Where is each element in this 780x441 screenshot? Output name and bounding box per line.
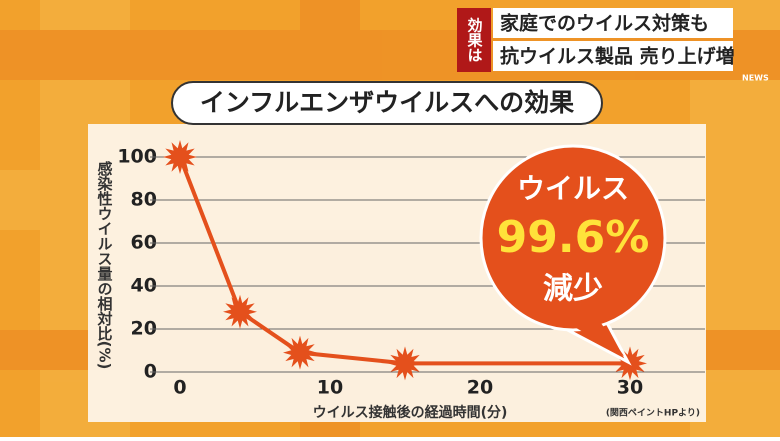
- callout: ウイルス 99.6% 減少: [479, 144, 667, 366]
- logo: NEWS: [742, 74, 769, 83]
- y-tick-label: 60: [131, 232, 157, 254]
- source: (関西ペイントHPより): [606, 408, 700, 419]
- headline-box: [493, 8, 733, 38]
- chart-title: インフルエンザウイルスへの効果: [200, 88, 574, 117]
- headline: 抗ウイルス製品 売り上げ増: [500, 45, 735, 68]
- point: [388, 346, 422, 381]
- x-tick-label: 0: [173, 377, 186, 399]
- title-pill: [171, 81, 603, 125]
- y-tick-label: 80: [131, 189, 157, 211]
- y-tick-label: 100: [117, 146, 157, 168]
- y-tick-label: 20: [131, 318, 157, 340]
- point: [163, 140, 197, 174]
- point: [283, 335, 317, 370]
- x-tick-label: 30: [617, 377, 643, 399]
- point: [223, 294, 257, 329]
- x-tick-label: 10: [317, 377, 343, 399]
- headline-box: [493, 41, 733, 71]
- badge: 効果は: [466, 17, 484, 63]
- annotation: 減少: [543, 272, 603, 307]
- x-tick-label: 20: [467, 377, 493, 399]
- annotation: ウイルス: [517, 172, 629, 205]
- y-axis-label: 感染性ウイルス量の相対比(%): [96, 160, 114, 370]
- annotation: 99.6%: [497, 212, 650, 263]
- headline: 家庭でのウイルス対策も: [500, 12, 709, 35]
- x-axis-label: ウイルス接触後の経過時間(分): [313, 404, 508, 421]
- y-tick-label: 40: [131, 275, 157, 297]
- badge-box: [457, 8, 491, 72]
